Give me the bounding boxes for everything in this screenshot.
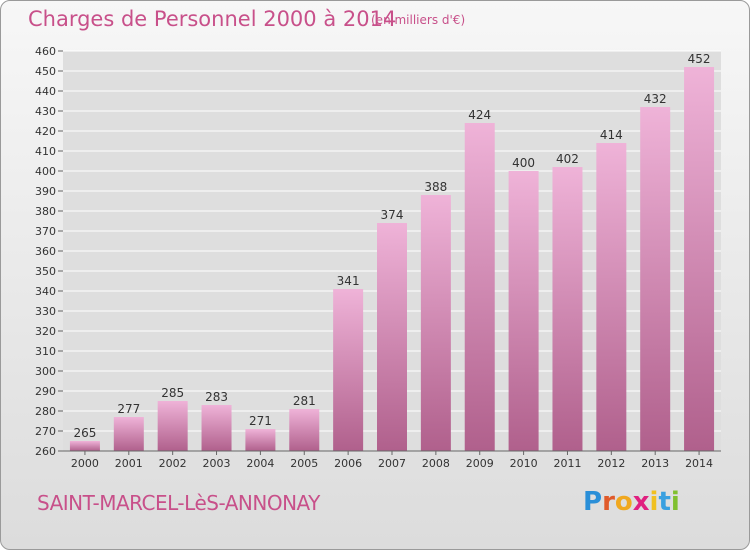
- bar-value-label: 374: [381, 208, 404, 222]
- x-tick-label: 2004: [246, 457, 274, 470]
- y-tick-label: 260: [35, 445, 56, 458]
- y-tick-label: 280: [35, 405, 56, 418]
- bar-2014: [684, 67, 715, 451]
- y-tick-label: 390: [35, 185, 56, 198]
- x-tick-label: 2013: [641, 457, 669, 470]
- bar-value-label: 414: [600, 128, 623, 142]
- bar-2005: [289, 409, 320, 451]
- bar-value-label: 388: [424, 180, 447, 194]
- x-tick-label: 2011: [553, 457, 581, 470]
- bar-2003: [201, 405, 232, 451]
- bar-value-label: 400: [512, 156, 535, 170]
- y-tick-label: 340: [35, 285, 56, 298]
- y-tick-label: 460: [35, 45, 56, 58]
- logo-letter: t: [658, 487, 671, 517]
- logo-letter: x: [632, 487, 650, 517]
- bar-2002: [157, 401, 188, 451]
- x-tick-label: 2007: [378, 457, 406, 470]
- y-tick-label: 360: [35, 245, 56, 258]
- y-tick-label: 410: [35, 145, 56, 158]
- x-tick-label: 2001: [115, 457, 143, 470]
- chart-title: Charges de Personnel 2000 à 2014: [28, 7, 397, 31]
- x-tick-label: 2009: [466, 457, 494, 470]
- bar-2001: [113, 417, 144, 451]
- bar-value-label: 452: [688, 52, 711, 66]
- x-tick-label: 2006: [334, 457, 362, 470]
- bar-value-label: 432: [644, 92, 667, 106]
- y-tick-label: 400: [35, 165, 56, 178]
- bar-2008: [420, 195, 451, 451]
- bar-value-label: 424: [468, 108, 491, 122]
- logo-letter: i: [649, 487, 659, 517]
- y-tick-label: 370: [35, 225, 56, 238]
- bar-value-label: 402: [556, 152, 579, 166]
- y-tick-label: 450: [35, 65, 56, 78]
- bar-2000: [69, 441, 100, 451]
- bar-value-label: 277: [117, 402, 140, 416]
- x-tick-label: 2005: [290, 457, 318, 470]
- x-tick-label: 2012: [597, 457, 625, 470]
- y-tick-label: 420: [35, 125, 56, 138]
- y-tick-label: 310: [35, 345, 56, 358]
- logo-letter: i: [670, 487, 680, 517]
- y-tick-label: 430: [35, 105, 56, 118]
- y-tick-label: 440: [35, 85, 56, 98]
- commune-name: SAINT-MARCEL-LèS-ANNONAY: [37, 491, 320, 515]
- bar-value-label: 271: [249, 414, 272, 428]
- bar-value-label: 281: [293, 394, 316, 408]
- bar-2012: [596, 143, 627, 451]
- logo-letter: P: [583, 487, 603, 517]
- x-tick-label: 2000: [71, 457, 99, 470]
- bar-value-label: 341: [337, 274, 360, 288]
- proxiti-logo: Proxiti: [583, 487, 680, 517]
- chart-subtitle: (en milliers d'€): [371, 13, 466, 27]
- bar-2013: [640, 107, 671, 451]
- y-tick-label: 320: [35, 325, 56, 338]
- y-tick-label: 270: [35, 425, 56, 438]
- x-tick-label: 2003: [203, 457, 231, 470]
- bar-2009: [464, 123, 495, 451]
- bar-2007: [377, 223, 407, 451]
- x-tick-label: 2010: [510, 457, 538, 470]
- bar-value-label: 283: [205, 390, 228, 404]
- x-tick-label: 2002: [159, 457, 187, 470]
- bar-2010: [508, 171, 539, 451]
- y-tick-label: 350: [35, 265, 56, 278]
- y-tick-label: 300: [35, 365, 56, 378]
- bar-value-label: 265: [73, 426, 96, 440]
- y-tick-label: 330: [35, 305, 56, 318]
- logo-letter: r: [602, 487, 615, 517]
- x-tick-label: 2014: [685, 457, 713, 470]
- bar-2006: [333, 289, 364, 451]
- y-tick-label: 380: [35, 205, 56, 218]
- x-tick-label: 2008: [422, 457, 450, 470]
- bar-2011: [552, 167, 583, 451]
- bar-value-label: 285: [161, 386, 184, 400]
- bar-2004: [245, 429, 276, 451]
- logo-letter: o: [614, 487, 633, 517]
- y-tick-label: 290: [35, 385, 56, 398]
